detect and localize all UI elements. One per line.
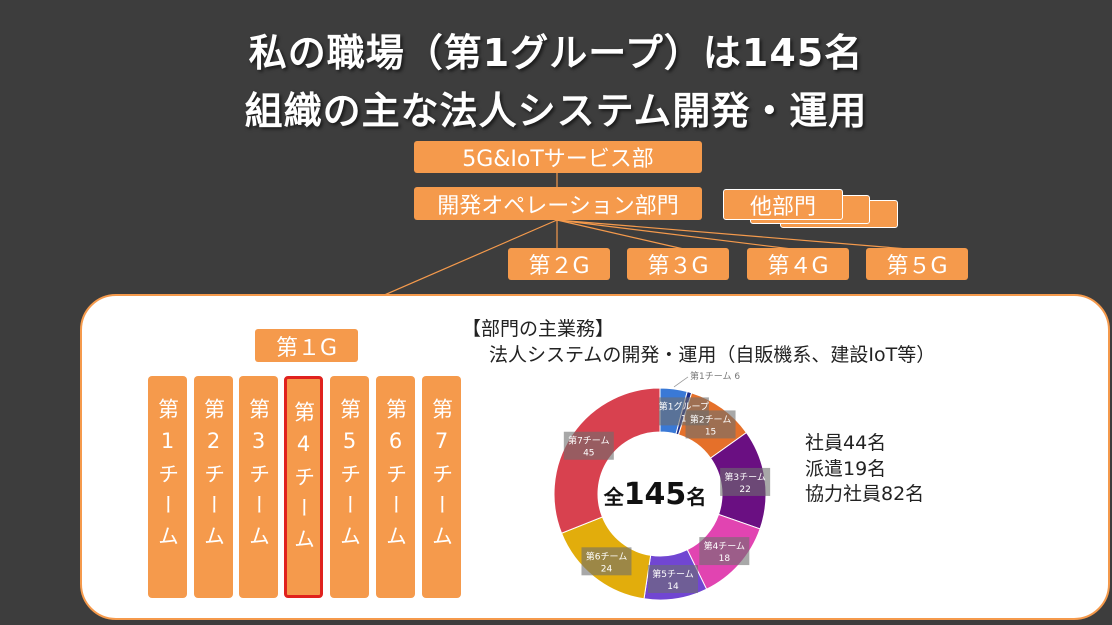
- donut-label-value: 1: [681, 414, 687, 424]
- team-box-4-highlighted: 第4チーム: [284, 376, 323, 598]
- team-box-6: 第6チーム: [376, 376, 415, 598]
- donut-label-1: 第1チーム 6: [673, 370, 740, 388]
- org-box-group-4: 第４G: [747, 248, 849, 280]
- donut-label-value: 45: [583, 449, 594, 459]
- donut-label-value: 15: [705, 427, 716, 437]
- donut-label-name: 第5チーム: [652, 568, 693, 580]
- donut-label-bg: [685, 410, 736, 439]
- org-box-group-3: 第３G: [627, 248, 729, 280]
- slide-title-line1: 私の職場（第1グループ）は145名: [248, 31, 864, 75]
- donut-label-value: 22: [739, 485, 750, 495]
- donut-label-value: 24: [601, 564, 613, 574]
- org-box-other-dept: 他部門: [723, 189, 843, 220]
- team-box-3: 第3チーム: [239, 376, 278, 598]
- donut-label-text: 第1チーム 6: [690, 370, 740, 382]
- donut-label-bg: [581, 547, 632, 576]
- org-box-dev-ops-division: 開発オペレーション部門: [414, 187, 702, 220]
- donut-center-suffix: 名: [686, 485, 707, 509]
- donut-center-total: 145: [623, 477, 687, 512]
- team-box-7: 第7チーム: [422, 376, 461, 598]
- donut-label-name: 第1グループ: [659, 400, 709, 412]
- donut-label-name: 第7チーム: [568, 435, 609, 447]
- donut-center-prefix: 全: [603, 485, 624, 509]
- donut-label-name: 第3チーム: [724, 471, 765, 483]
- donut-label-name: 第6チーム: [586, 550, 627, 562]
- donut-label-value: 18: [719, 554, 731, 564]
- team-label: 第2チーム: [201, 398, 226, 556]
- donut-label-value: 14: [667, 582, 679, 592]
- donut-label-5: 第4チーム 18: [699, 537, 750, 566]
- team-label: 第1チーム: [155, 398, 180, 556]
- donut-center-label: 全145名: [592, 477, 718, 512]
- donut-label-7: 第6チーム 24: [581, 547, 632, 576]
- team-label: 第4チーム: [291, 401, 316, 559]
- donut-label-bg: [647, 565, 698, 594]
- dept-main-duty-heading: 【部門の主業務】: [462, 318, 615, 340]
- donut-slice-8: [553, 387, 661, 534]
- team-label: 第6チーム: [383, 398, 408, 556]
- team-label: 第3チーム: [246, 398, 271, 556]
- org-box-group-5: 第５G: [866, 248, 968, 280]
- slide-title-line2: 組織の主な法人システム開発・運用: [244, 89, 868, 133]
- donut-label-bg: [699, 537, 750, 566]
- donut-label-8: 第7チーム 45: [563, 431, 614, 460]
- donut-label-3: 第2チーム 15: [685, 410, 736, 439]
- team-box-5: 第5チーム: [330, 376, 369, 598]
- team-label: 第5チーム: [337, 398, 362, 556]
- org-box-5g-iot-service-dept: 5G&IoTサービス部: [414, 141, 702, 173]
- donut-label-6: 第5チーム 14: [647, 565, 698, 594]
- stat-employees: 社員44名: [805, 432, 887, 454]
- donut-label-bg: [720, 467, 771, 496]
- stat-partners: 協力社員82名: [805, 483, 925, 505]
- org-box-group-1: 第１G: [255, 329, 358, 362]
- team-box-2: 第2チーム: [194, 376, 233, 598]
- donut-label-name: 第2チーム: [690, 413, 731, 425]
- donut-label-bg: [563, 431, 614, 460]
- team-box-1: 第1チーム: [148, 376, 187, 598]
- stat-dispatch: 派遣19名: [805, 458, 887, 480]
- org-box-group-2: 第２G: [508, 248, 610, 280]
- dept-main-duty-description: 法人システムの開発・運用（自販機系、建設IoT等）: [489, 344, 936, 366]
- donut-label-name: 第4チーム: [704, 540, 745, 552]
- donut-label-4: 第3チーム 22: [720, 467, 771, 496]
- team-label: 第7チーム: [429, 398, 454, 556]
